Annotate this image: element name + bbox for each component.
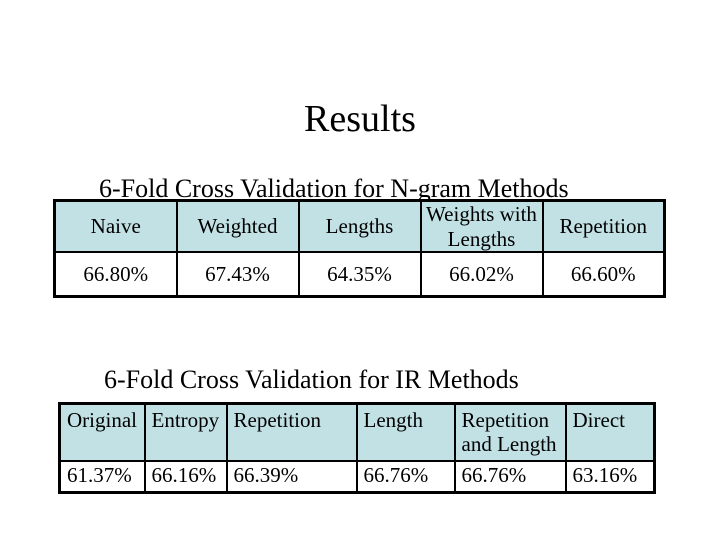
ir-section-heading: 6-Fold Cross Validation for IR Methods [104,364,519,394]
ir-value-length: 66.76% [355,460,456,494]
ngram-header-naive: Naive [53,199,178,253]
ir-results-table: Original Entropy Repetition Length Repet… [58,402,656,494]
page-title: Results [304,98,416,141]
table-header-row: Original Entropy Repetition Length Repet… [58,402,656,462]
ngram-value-repetition: 66.60% [541,251,666,298]
ir-header-repetition: Repetition [225,402,358,462]
ir-value-repetition-and-length: 66.76% [453,460,567,494]
table-data-row: 61.37% 66.16% 66.39% 66.76% 66.76% 63.16… [58,460,656,494]
table-header-row: Naive Weighted Lengths Weights with Leng… [53,199,666,253]
ir-value-direct: 63.16% [564,460,656,494]
ngram-value-weights-with-lengths: 66.02% [419,251,544,298]
ir-header-repetition-and-length: Repetition and Length [453,402,567,462]
ngram-value-naive: 66.80% [53,251,178,298]
ir-value-repetition: 66.39% [225,460,358,494]
ngram-results-table: Naive Weighted Lengths Weights with Leng… [53,199,666,298]
ngram-value-weighted: 67.43% [175,251,300,298]
ir-header-original: Original [58,402,146,462]
ngram-header-repetition: Repetition [541,199,666,253]
table-data-row: 66.80% 67.43% 64.35% 66.02% 66.60% [53,251,666,298]
ngram-section-heading: 6-Fold Cross Validation for N-gram Metho… [99,173,569,203]
ir-value-original: 61.37% [58,460,146,494]
ngram-value-lengths: 64.35% [297,251,422,298]
ir-header-entropy: Entropy [143,402,228,462]
ngram-header-lengths: Lengths [297,199,422,253]
ngram-header-weights-with-lengths: Weights with Lengths [419,199,544,253]
ir-value-entropy: 66.16% [143,460,228,494]
ngram-header-weighted: Weighted [175,199,300,253]
ir-header-direct: Direct [564,402,656,462]
ir-header-length: Length [355,402,456,462]
